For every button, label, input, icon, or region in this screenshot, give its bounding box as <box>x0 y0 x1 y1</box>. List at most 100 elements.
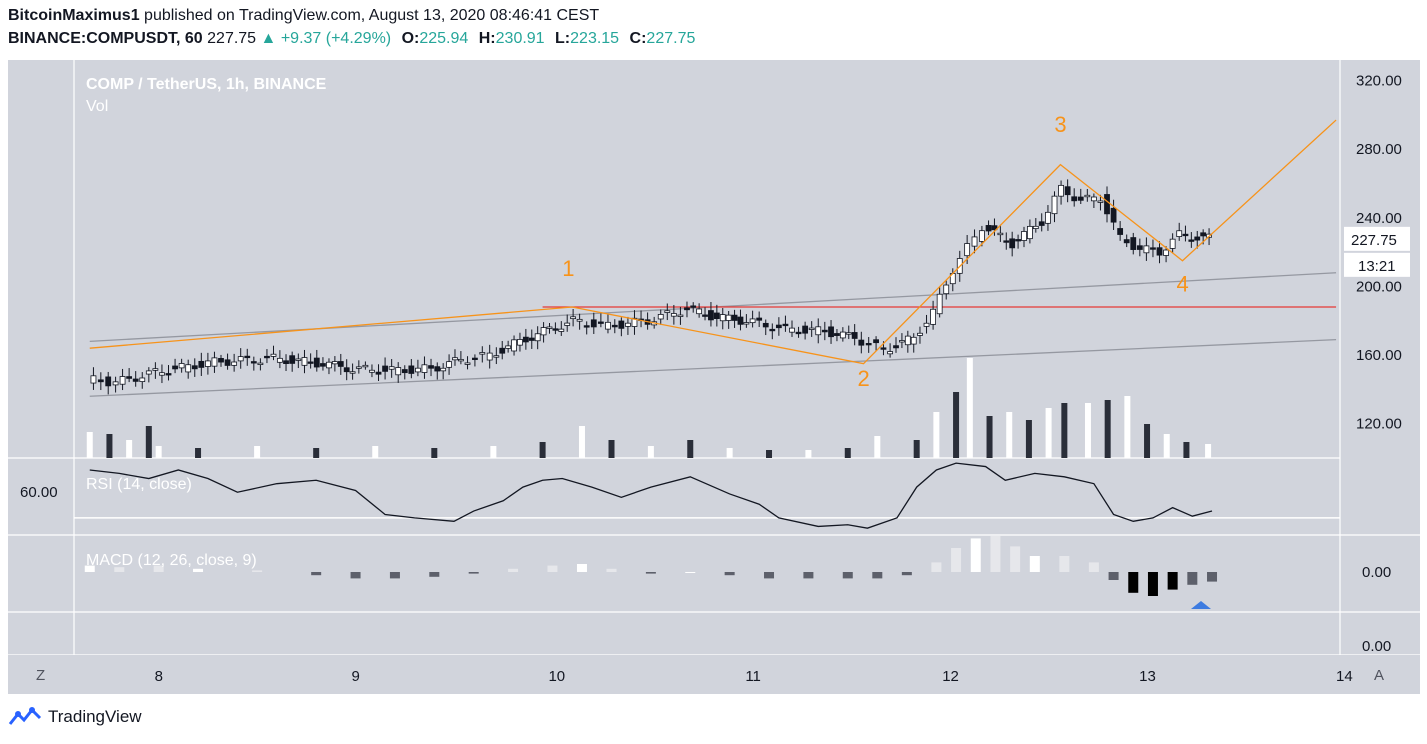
candle-body <box>997 232 1004 236</box>
macd-histogram-bar <box>153 565 164 572</box>
zoom-reset-button[interactable]: Z <box>36 667 45 684</box>
channel-lower-line <box>89 338 1337 397</box>
candle-body <box>331 361 338 365</box>
candle-body <box>231 361 238 366</box>
price-tick-label: 280.00 <box>1356 141 1402 158</box>
candle-body <box>1163 249 1169 256</box>
time-tick-label: 9 <box>352 668 360 685</box>
candle-body <box>1090 196 1097 202</box>
candle-body <box>917 332 923 336</box>
macd-histogram-bar <box>1128 572 1139 593</box>
candle-body <box>440 367 447 372</box>
candle-body <box>769 328 776 332</box>
candle-body <box>873 339 879 344</box>
candle-body <box>528 337 535 341</box>
countdown-tag <box>1344 252 1410 277</box>
candle-body <box>985 225 992 232</box>
last-price-tag-label: 227.75 <box>1351 232 1397 249</box>
candle-body <box>611 324 618 328</box>
candle-body <box>552 328 559 331</box>
candle-body <box>1176 230 1183 237</box>
candle-body <box>237 356 244 362</box>
wave-label-2: 2 <box>858 366 870 391</box>
author-name[interactable]: BitcoinMaximus1 <box>8 7 140 24</box>
volume-bar <box>687 440 694 458</box>
candle-body <box>375 371 382 375</box>
volume-bar <box>913 440 920 458</box>
volume-bar <box>1205 444 1212 458</box>
candle-body <box>139 377 146 382</box>
candle-body <box>930 308 936 325</box>
candle-body <box>270 353 277 357</box>
candle-body <box>1009 238 1016 249</box>
candle-body <box>499 347 506 354</box>
candle-body <box>618 320 625 329</box>
candle-body <box>971 236 978 247</box>
candle-body <box>696 308 703 315</box>
candle-body <box>401 369 408 374</box>
arrow-up-icon <box>1191 601 1211 609</box>
candle-body <box>326 361 332 369</box>
candle-body <box>1143 245 1150 254</box>
high-value: 230.91 <box>495 30 545 47</box>
volume-bar <box>933 412 940 458</box>
volume-bar <box>313 448 320 458</box>
candle-body <box>1110 207 1117 223</box>
price-tick-label: 160.00 <box>1356 347 1402 364</box>
candle-body <box>464 362 471 365</box>
volume-bar <box>726 448 733 458</box>
wave-label-3: 3 <box>1054 112 1066 137</box>
candle-body <box>1123 239 1130 244</box>
candle-body <box>576 318 583 322</box>
candle-body <box>851 332 858 339</box>
candle-body <box>815 326 822 336</box>
candle-body <box>887 351 894 355</box>
volume-bar <box>1061 403 1068 458</box>
candle-body <box>845 332 852 335</box>
chart-title: COMP / TetherUS, 1h, BINANCE <box>86 76 327 93</box>
candle-body <box>808 327 815 330</box>
high-label: H: <box>478 30 496 47</box>
candle-body <box>343 367 350 373</box>
candle-body <box>172 365 178 370</box>
candle-body <box>289 355 296 364</box>
auto-scale-button[interactable]: A <box>1374 667 1384 684</box>
volume-bar <box>126 440 133 458</box>
candle-body <box>1064 186 1071 196</box>
candle-body <box>428 365 434 369</box>
price-change: +9.37 (+4.29%) <box>280 30 392 47</box>
trading-chart[interactable]: 320.00280.00240.00200.00160.00120.001234… <box>8 60 1420 694</box>
candle-body <box>670 313 677 317</box>
candle-body <box>395 367 402 376</box>
rsi-tick-label: 60.00 <box>20 484 58 501</box>
candle-body <box>899 340 905 343</box>
macd-histogram-bar <box>990 536 1001 572</box>
candle-body <box>517 339 523 346</box>
time-tick-label: 11 <box>745 668 761 685</box>
macd-histogram-bar <box>429 572 440 577</box>
candle-body <box>858 339 865 346</box>
candle-body <box>90 375 97 384</box>
price-tick-label: 320.00 <box>1356 73 1402 90</box>
candle-body <box>1182 233 1189 237</box>
macd-histogram-bar <box>803 572 814 579</box>
symbol-interval[interactable]: BINANCE:COMPUSDT, 60 <box>8 30 203 47</box>
candle-body <box>534 333 541 342</box>
macd-histogram-bar <box>252 570 263 572</box>
time-tick-label: 8 <box>155 668 163 685</box>
candle-body <box>119 376 126 385</box>
volume-bar <box>986 416 993 458</box>
candle-body <box>472 357 478 361</box>
candle-body <box>702 314 708 317</box>
tradingview-logo-icon <box>8 707 42 725</box>
macd-histogram-bar <box>872 572 883 579</box>
macd-histogram-bar <box>1088 562 1099 572</box>
candle-body <box>597 321 604 324</box>
candle-body <box>105 376 112 387</box>
candle-body <box>295 358 302 361</box>
tradingview-brand[interactable]: TradingView <box>8 706 142 728</box>
candle-body <box>590 319 597 328</box>
candle-body <box>795 331 802 335</box>
candle-body <box>337 361 344 367</box>
candle-body <box>1169 238 1176 249</box>
